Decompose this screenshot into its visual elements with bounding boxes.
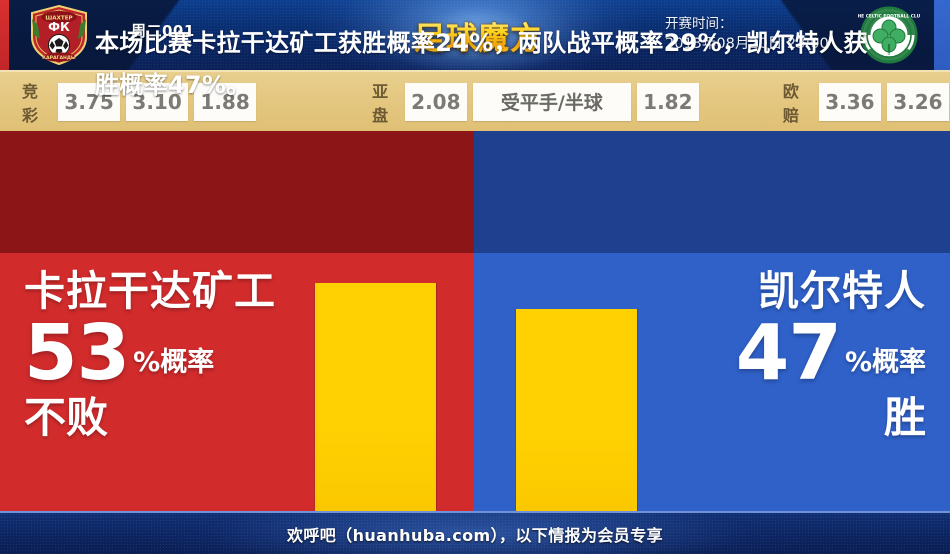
header: ШАХТЕР ФК КАРАГАНДЫ 周二001 足球魔方 开赛时间： 201…: [0, 0, 950, 70]
odds-cell-yapan-away[interactable]: 1.82: [636, 82, 699, 121]
header-left-red-strip: [0, 0, 9, 70]
banner-left-panel: [0, 131, 474, 253]
odds-cell-yapan-home[interactable]: 2.08: [404, 82, 467, 121]
odds-group-yapan: 亚盘 2.08 受平手/半球 1.82: [372, 78, 705, 126]
odds-cell-oupei-draw[interactable]: 3.26: [886, 82, 949, 121]
svg-text:ШАХТЕР: ШАХТЕР: [45, 16, 72, 22]
brand-wordmark: 足球魔方: [403, 13, 553, 58]
svg-text:1888: 1888: [883, 52, 895, 57]
away-team-badge-icon: THE CELTIC FOOTBALL CLUB 1888: [855, 5, 924, 65]
away-probability-value: 47: [735, 309, 842, 398]
header-right-blue-strip: [934, 0, 950, 70]
home-verdict: 不败: [24, 393, 109, 442]
home-team-stats: 卡拉干达矿工 53 %概率 不败: [24, 267, 276, 443]
odds-cell-yapan-handicap[interactable]: 受平手/半球: [472, 82, 631, 121]
banner-right-panel: [474, 131, 950, 253]
svg-text:THE CELTIC FOOTBALL CLUB: THE CELTIC FOOTBALL CLUB: [858, 14, 920, 20]
home-team-name: 卡拉干达矿工: [24, 267, 276, 315]
match-round-label: 周二001: [131, 22, 195, 40]
odds-cell-jingcai-home[interactable]: 3.75: [58, 82, 121, 121]
away-team-name: 凯尔特人: [758, 267, 926, 315]
home-probability-unit: %概率: [133, 347, 215, 378]
odds-bar: 竞彩 3.75 3.10 1.88 亚盘 2.08 受平手/半球 1.82 欧赔…: [0, 70, 950, 131]
odds-cell-jingcai-draw[interactable]: 3.10: [126, 82, 189, 121]
brand-glow: [383, 0, 573, 70]
away-probability-row: 47 %概率: [735, 309, 926, 398]
away-probability-unit: %概率: [844, 347, 926, 378]
probability-summary-banner: [0, 131, 950, 253]
odds-group-jingcai: 竞彩 3.75 3.10 1.88: [22, 78, 262, 126]
odds-group-oupei: 欧赔 3.36 3.26 2.10: [783, 78, 950, 126]
svg-text:КАРАГАНДЫ: КАРАГАНДЫ: [42, 55, 76, 61]
brand-logo: 足球魔方: [383, 0, 573, 70]
home-probability-bar: [315, 283, 436, 511]
kickoff-info: 开赛时间： 2013年08月20日 23:00: [665, 14, 829, 54]
home-probability-value: 53: [24, 309, 130, 398]
odds-group-label: 竞彩: [22, 81, 40, 125]
odds-cell-jingcai-away[interactable]: 1.88: [194, 82, 257, 121]
away-team-stats: 凯尔特人 47 %概率 胜: [736, 267, 926, 443]
probability-chart: 卡拉干达矿工 53 %概率 不败 凯尔特人 47 %概率 胜: [0, 253, 950, 511]
home-probability-row: 53 %概率: [24, 309, 276, 398]
home-team-badge-icon: ШАХТЕР ФК КАРАГАНДЫ: [28, 4, 90, 66]
footer-dot-texture: [0, 513, 950, 554]
odds-group-label: 亚盘: [372, 81, 390, 125]
footer-promo-text[interactable]: 欢呼吧（huanhuba.com），以下情报为会员专享: [286, 525, 664, 545]
svg-text:ФК: ФК: [48, 20, 70, 34]
probability-summary-text: 本场比赛卡拉干达矿工获胜概率24%，两队战平概率29%，凯尔特人获胜概率47%。: [95, 29, 868, 99]
odds-cell-oupei-home[interactable]: 3.36: [818, 82, 881, 121]
away-verdict: 胜: [883, 393, 926, 442]
odds-group-label: 欧赔: [782, 81, 800, 125]
kickoff-time: 2013年08月20日 23:00: [665, 36, 829, 52]
kickoff-label: 开赛时间：: [665, 16, 733, 32]
away-probability-bar: [516, 309, 637, 511]
footer: 欢呼吧（huanhuba.com），以下情报为会员专享: [0, 511, 950, 554]
